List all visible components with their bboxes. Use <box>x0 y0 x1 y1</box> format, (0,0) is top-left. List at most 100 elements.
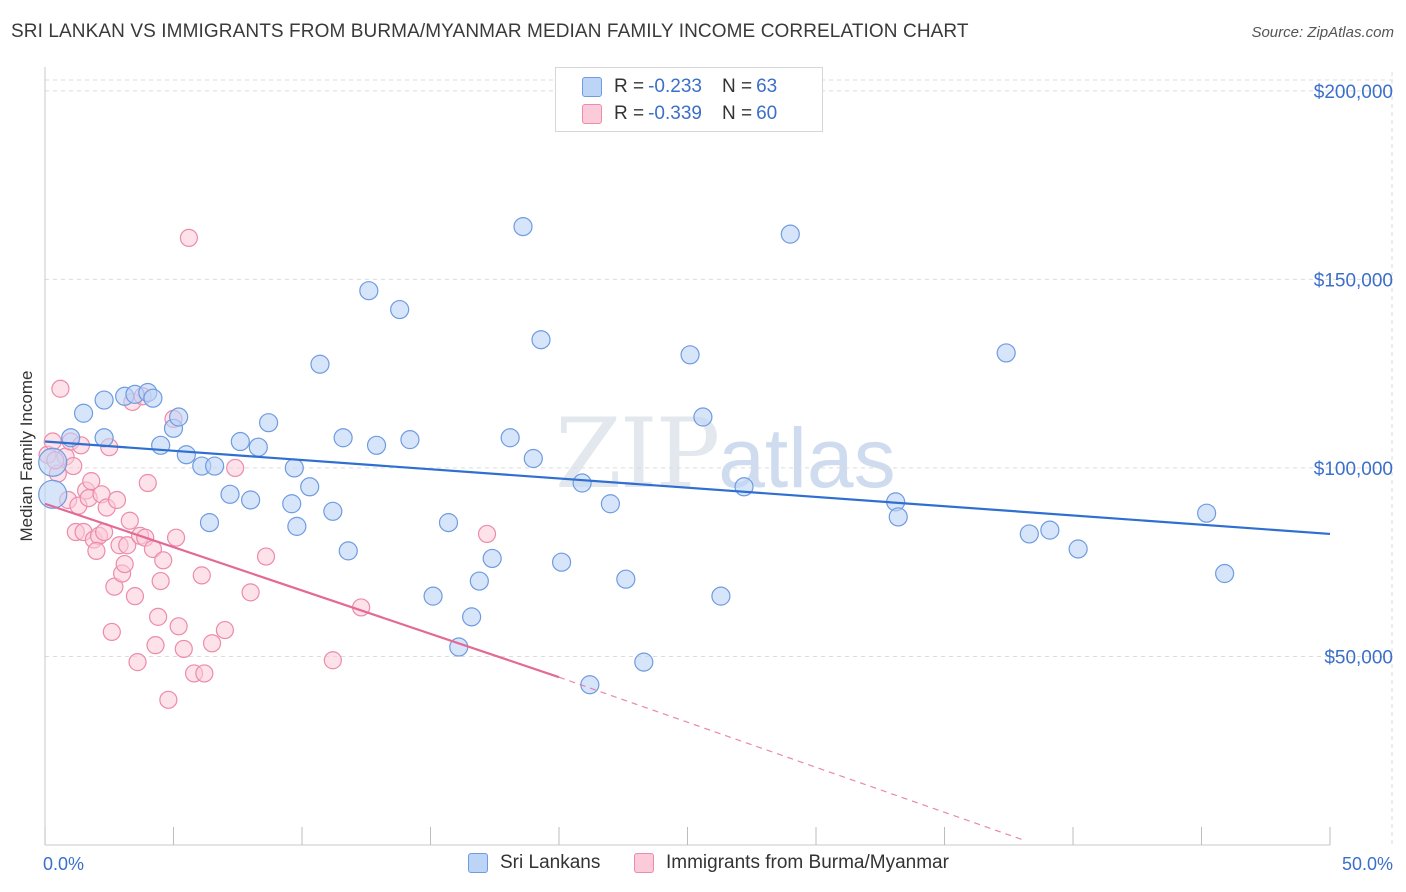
bottom-legend-burma[interactable]: Immigrants from Burma/Myanmar <box>634 852 949 874</box>
burma-point <box>202 634 222 653</box>
tick-labels: $50,000 $100,000 $150,000 $200,000 0.0% 50.0% <box>43 82 1393 874</box>
burma-trend-line <box>44 502 560 679</box>
gridlines <box>45 72 1395 845</box>
legend-n-label: N = <box>721 76 753 97</box>
srilankan-point <box>94 390 114 410</box>
source-label: Source: ZipAtlas.com <box>1251 24 1394 41</box>
burma-point <box>195 664 214 683</box>
bottom-legend: Sri Lankans Immigrants from Burma/Myanma… <box>0 852 1406 878</box>
srilankan-point <box>469 571 489 591</box>
legend-n-value: 63 <box>756 76 778 97</box>
burma-point <box>146 636 165 655</box>
srilankan-point <box>333 428 353 448</box>
srilankan-point <box>176 445 196 465</box>
srilankan-point <box>711 586 731 606</box>
burma-trend-extension <box>558 676 1022 840</box>
srilankan-point <box>680 345 700 365</box>
srilankan-point <box>1068 539 1088 559</box>
legend-r-value: -0.339 <box>648 103 702 124</box>
srilankan-point <box>996 343 1016 363</box>
y-tick-label: $200,000 <box>1314 82 1393 103</box>
burma-point <box>151 571 170 591</box>
x-tick-label: 0.0% <box>43 854 84 874</box>
srilankan-point <box>287 516 307 536</box>
srilankan-point <box>600 494 621 514</box>
srilankan-point <box>1040 520 1060 540</box>
legend-r-value: -0.233 <box>648 76 702 97</box>
legend-swatch-blue <box>582 77 602 97</box>
burma-point <box>169 617 188 636</box>
bottom-legend-swatch-pink <box>634 853 654 873</box>
srilankan-point <box>634 652 654 672</box>
srilankan-point <box>248 437 268 457</box>
srilankan-point <box>73 403 94 423</box>
burma-point <box>125 587 145 606</box>
srilankan-point <box>780 224 800 244</box>
srilankan-point <box>462 607 482 627</box>
srilankan-point <box>284 458 304 478</box>
burma-point <box>192 566 211 585</box>
burma-point <box>241 583 260 602</box>
srilankan-point <box>94 428 114 448</box>
srilankan-point <box>169 407 189 427</box>
series-srilankan-points <box>38 217 1235 695</box>
srilankan-point <box>513 217 533 237</box>
srilankan-point <box>580 675 600 695</box>
burma-point <box>226 458 245 478</box>
bottom-legend-swatch-blue <box>468 853 488 873</box>
legend-n-value: 60 <box>756 103 778 124</box>
srilankan-point <box>500 428 520 448</box>
srilankan-point <box>531 330 551 350</box>
srilankan-point <box>359 281 379 301</box>
legend: R = -0.233 N = 63 R = -0.339 N = 60 <box>555 67 823 132</box>
srilankan-point <box>220 484 240 504</box>
burma-point <box>148 607 168 626</box>
srilankan-point <box>205 456 225 476</box>
srilankan-point <box>888 507 908 527</box>
srilankan-point <box>523 448 543 469</box>
burma-point <box>82 472 101 491</box>
y-tick-label: $150,000 <box>1314 270 1393 291</box>
bottom-legend-srilankans[interactable]: Sri Lankans <box>468 852 600 874</box>
burma-point <box>138 473 157 493</box>
trend-lines <box>44 440 1331 840</box>
legend-swatch-pink <box>582 104 602 124</box>
srilankan-point <box>572 473 592 493</box>
burma-point <box>64 456 83 476</box>
legend-row-burma: R = -0.339 N = 60 <box>582 102 777 126</box>
burma-point <box>118 536 137 555</box>
burma-point <box>477 524 497 544</box>
burma-point <box>159 690 178 709</box>
srilankan-point <box>38 479 68 509</box>
srilankan-point <box>282 494 302 514</box>
srilankan-point <box>310 354 330 374</box>
burma-point <box>87 541 106 560</box>
srilankan-point <box>1215 563 1235 584</box>
burma-point <box>120 511 139 530</box>
srilankan-point <box>482 548 502 569</box>
srilankan-point <box>258 413 279 433</box>
burma-point <box>166 528 186 547</box>
x-tick-label: 50.0% <box>1342 854 1393 874</box>
srilankan-point <box>338 541 358 561</box>
burma-point <box>179 228 199 248</box>
bottom-legend-label: Sri Lankans <box>500 852 601 873</box>
srilankan-point <box>551 552 572 572</box>
y-tick-label: $50,000 <box>1324 647 1393 668</box>
burma-point <box>154 551 173 570</box>
legend-r-label: R = <box>614 103 645 124</box>
burma-point <box>174 639 193 659</box>
srilankan-point <box>616 569 636 589</box>
srilankan-point <box>300 477 320 497</box>
burma-point <box>107 490 127 510</box>
srilankan-point <box>390 299 410 320</box>
burma-point <box>323 651 342 670</box>
legend-r-label: R = <box>614 76 645 97</box>
srilankan-point <box>366 435 387 455</box>
srilankan-trend-line <box>44 440 1331 536</box>
srilankan-point <box>423 586 443 606</box>
srilankan-point <box>241 490 261 510</box>
bottom-legend-label: Immigrants from Burma/Myanmar <box>666 852 949 873</box>
legend-row-srilankans: R = -0.233 N = 63 <box>582 75 777 99</box>
